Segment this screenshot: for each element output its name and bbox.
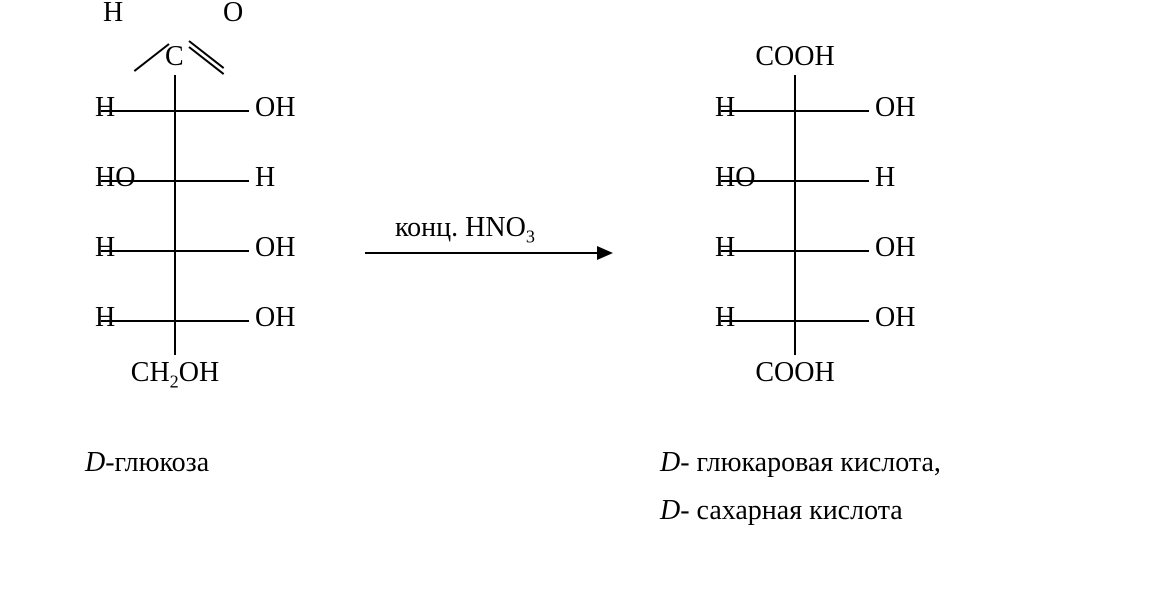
atom-label: OH — [875, 232, 915, 264]
arrow-label: конц. HNO3 — [395, 212, 535, 248]
product-caption-line-1: D- глюкаровая кислота, — [660, 447, 941, 479]
product-caption-line-2: D- сахарная кислота — [660, 495, 903, 527]
atom-label: OH — [255, 232, 295, 264]
atom-label: OH — [255, 302, 295, 334]
reactant-caption: D-глюкоза — [85, 447, 209, 479]
reaction-diagram: HOHHOHHOHHOHCHOCH2OH конц. HNO3 HOHHOHHO… — [0, 0, 1151, 603]
atom-label: OH — [875, 302, 915, 334]
atom-label: OH — [875, 92, 915, 124]
atom-label: O — [223, 0, 243, 29]
atom-label: H — [255, 162, 275, 194]
atom-label: OH — [255, 92, 295, 124]
atom-label: COOH — [755, 357, 834, 389]
atom-label: CH2OH — [131, 357, 219, 393]
arrow-head-icon — [597, 246, 613, 260]
atom-label: COOH — [755, 41, 834, 73]
atom-label: H — [875, 162, 895, 194]
atom-label: H — [103, 0, 123, 29]
arrow-line — [365, 252, 597, 254]
